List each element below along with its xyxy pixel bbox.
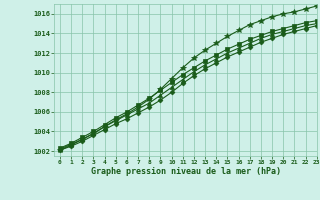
X-axis label: Graphe pression niveau de la mer (hPa): Graphe pression niveau de la mer (hPa) <box>91 167 281 176</box>
